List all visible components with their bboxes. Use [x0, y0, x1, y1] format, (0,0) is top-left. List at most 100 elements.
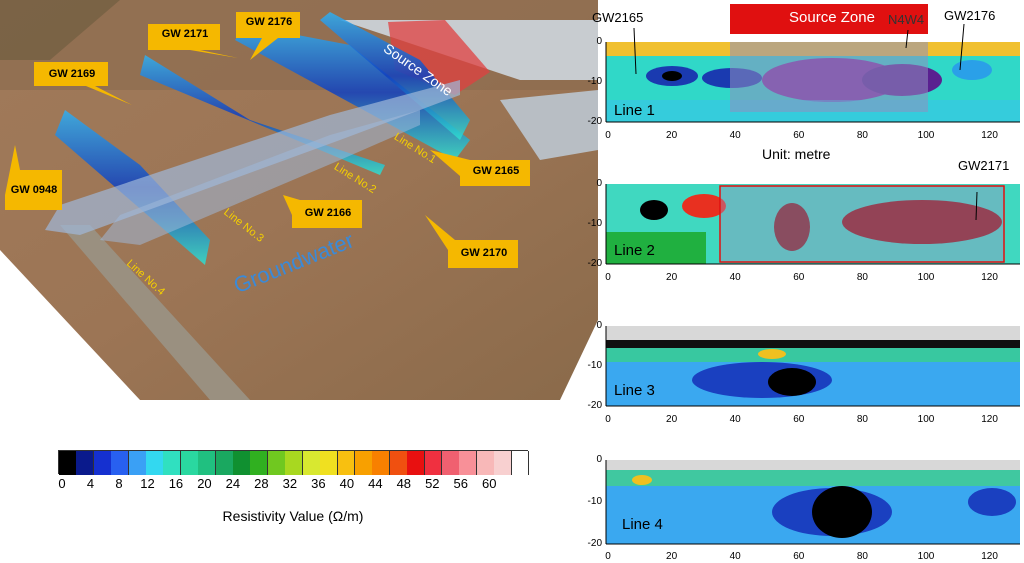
- groundwater-arrow: [45, 80, 460, 235]
- legend-swatch: [128, 451, 147, 475]
- legend-tick-label: 28: [254, 476, 269, 491]
- legend-swatch: [302, 451, 321, 475]
- aerial-site-view: GW 2176 GW 2171 GW 2169 GW 0948 GW 2165 …: [0, 0, 598, 400]
- source-zone-title: Source Zone: [789, 9, 875, 26]
- resistivity-legend: 0 4 8 12 16 20 24 28 32 36 40 44 48 52 56 60 Resistivit…: [58, 450, 530, 540]
- legend-tick-label: 20: [197, 476, 212, 491]
- y-tick-label: -20: [587, 400, 602, 411]
- y-tick-label: 0: [596, 178, 602, 189]
- legend-tick-label: 4: [86, 476, 95, 491]
- well-label-gw2171: GW 2171: [161, 28, 209, 40]
- x-tick-label: 40: [729, 272, 741, 283]
- legend-swatch: [494, 451, 513, 475]
- legend-swatch: [76, 451, 95, 475]
- legend-swatch: [93, 451, 112, 475]
- x-tick-label: 20: [666, 551, 678, 562]
- legend-tick-label: 56: [453, 476, 469, 491]
- legend-swatch: [146, 451, 164, 475]
- legend-swatch: [180, 451, 199, 475]
- legend-swatch: [337, 451, 356, 475]
- legend-swatch: [389, 451, 408, 475]
- legend-swatch: [441, 451, 460, 475]
- x-tick-label: 80: [856, 130, 868, 141]
- legend-tick-label: 36: [311, 476, 326, 491]
- x-tick-label: 120: [981, 130, 998, 141]
- well-label-gw2166: GW 2166: [304, 207, 352, 219]
- well-label-gw2171-profile: GW2171: [958, 158, 1010, 173]
- x-tick-label: 20: [666, 272, 678, 283]
- well-label-n4w4: N4W4: [888, 12, 925, 27]
- y-tick-label: -10: [587, 360, 602, 371]
- legend-swatch: [476, 451, 495, 475]
- line1-source-zone-overlay: [730, 42, 928, 112]
- x-tick-label: 100: [917, 414, 935, 425]
- x-tick-label: 0: [605, 130, 611, 141]
- well-label-gw2165: GW 2165: [472, 165, 520, 177]
- legend-swatch: [215, 451, 234, 475]
- x-tick-label: 60: [793, 272, 805, 283]
- profile-line-2: GW2171 Line 2 0 20 40 60 80 100 120 0 -10 -20: [572, 158, 1022, 283]
- legend-swatch: [267, 451, 286, 475]
- y-tick-label: -20: [587, 116, 602, 127]
- y-tick-label: -20: [587, 538, 602, 549]
- y-tick-label: 0: [596, 454, 602, 465]
- profile-line-1: Source Zone GW2165 N4W4 GW2176 Line 1 Un…: [572, 0, 1022, 162]
- legend-swatch: [198, 451, 217, 475]
- x-tick-label: 40: [729, 130, 741, 141]
- y-tick-label: 0: [596, 320, 602, 331]
- line-2-label: Line 2: [614, 242, 655, 259]
- legend-swatch: [407, 451, 426, 475]
- legend-swatch: [233, 451, 251, 475]
- x-tick-label: 80: [856, 414, 868, 425]
- well-label-gw0948: GW 0948: [10, 184, 58, 196]
- line2-source-zone-box: [719, 185, 1005, 263]
- well-label-gw2170: GW 2170: [460, 247, 508, 259]
- x-tick-label: 120: [981, 414, 998, 425]
- legend-title: Resistivity Value (Ω/m): [222, 508, 364, 524]
- legend-tick-label: 12: [140, 476, 155, 491]
- legend-swatch: [285, 451, 304, 475]
- y-tick-label: -10: [587, 218, 602, 229]
- line-3-label: Line 3: [614, 382, 655, 399]
- line-4-label: Line 4: [622, 516, 663, 533]
- y-tick-label: -10: [587, 496, 602, 507]
- legend-swatch: [250, 451, 269, 475]
- well-label-gw2176: GW 2176: [245, 16, 293, 28]
- legend-tick-label: 60: [482, 476, 497, 491]
- x-tick-label: 120: [981, 551, 998, 562]
- x-tick-label: 100: [917, 130, 935, 141]
- legend-tick-label: 0: [58, 476, 66, 491]
- legend-tick-label: 40: [339, 476, 355, 491]
- source-zone-banner: [730, 4, 928, 34]
- x-tick-label: 0: [605, 414, 611, 425]
- x-tick-label: 0: [605, 551, 611, 562]
- legend-swatch: [163, 451, 182, 475]
- x-tick-label: 80: [856, 551, 868, 562]
- legend-tick-label: 32: [282, 476, 298, 491]
- well-label-gw2165-profile: GW2165: [592, 10, 644, 25]
- profile-line-3: Line 3 0 20 40 60 80 100 120 0 -10 -20: [572, 316, 1022, 426]
- x-tick-label: 20: [666, 130, 678, 141]
- x-tick-label: 60: [793, 130, 805, 141]
- x-tick-label: 0: [605, 272, 611, 283]
- aerial-photo: [0, 0, 598, 400]
- legend-swatch: [459, 451, 478, 475]
- x-tick-label: 100: [917, 272, 935, 283]
- legend-tick-label: 8: [115, 476, 123, 491]
- well-label-gw2169: GW 2169: [48, 68, 96, 80]
- legend-swatch: [111, 451, 130, 475]
- legend-tick-label: 16: [168, 476, 184, 491]
- x-tick-label: 20: [666, 414, 678, 425]
- profile-line-4: Line 4 0 20 40 60 80 100 120 0 -10 -20: [572, 452, 1022, 563]
- x-tick-label: 40: [729, 551, 741, 562]
- well-label-gw2176-profile: GW2176: [944, 8, 996, 23]
- legend-swatch: [511, 451, 530, 475]
- legend-swatch: [372, 451, 391, 475]
- x-tick-label: 40: [729, 414, 741, 425]
- x-tick-label: 120: [981, 272, 998, 283]
- legend-tick-label: 24: [225, 476, 241, 491]
- unit-label: Unit: metre: [762, 146, 831, 162]
- y-tick-label: -20: [587, 258, 602, 269]
- legend-colorbar: [58, 450, 530, 475]
- x-tick-label: 60: [793, 414, 805, 425]
